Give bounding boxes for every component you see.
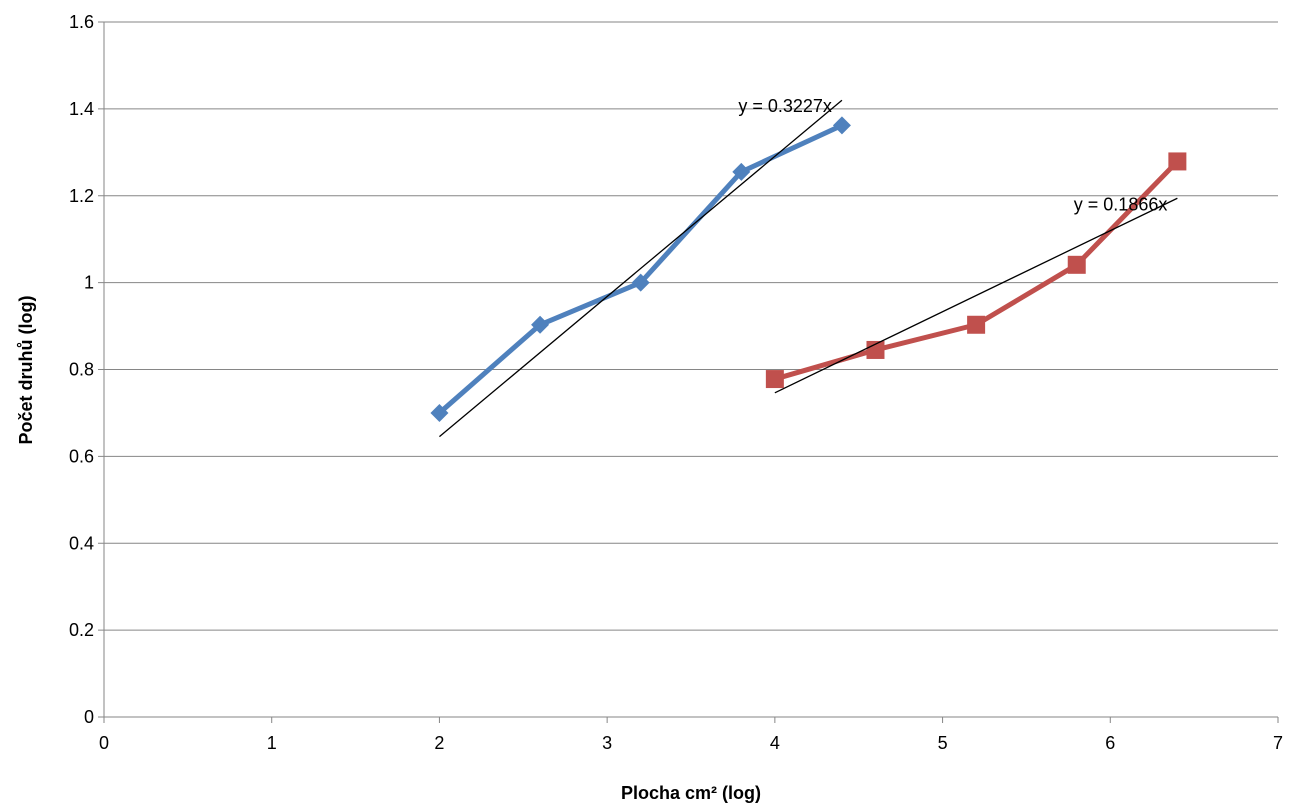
y-tick-label: 1.4 xyxy=(69,99,94,119)
y-axis-title: Počet druhů (log) xyxy=(16,296,36,445)
trendline-equation: y = 0.1866x xyxy=(1074,194,1168,214)
trendline-equation: y = 0.3227x xyxy=(738,96,832,116)
y-tick-label: 0.8 xyxy=(69,360,94,380)
data-point xyxy=(732,162,751,181)
trendline xyxy=(439,99,843,438)
y-tick-label: 0.4 xyxy=(69,533,94,553)
x-tick-label: 3 xyxy=(602,733,612,753)
data-point xyxy=(531,315,550,334)
data-point xyxy=(1168,152,1187,171)
x-tick-label: 6 xyxy=(1105,733,1115,753)
x-tick-label: 5 xyxy=(938,733,948,753)
data-point xyxy=(832,116,851,135)
y-tick-label: 1 xyxy=(84,273,94,293)
x-axis-title: Plocha cm² (log) xyxy=(621,783,761,803)
x-tick-label: 2 xyxy=(434,733,444,753)
y-tick-label: 0.6 xyxy=(69,446,94,466)
axes xyxy=(98,21,1279,723)
y-tick-label: 1.2 xyxy=(69,186,94,206)
y-tick-labels: 0 0.2 0.4 0.6 0.8 1 1.2 1.4 1.6 xyxy=(69,12,94,727)
y-tick-label: 1.6 xyxy=(69,12,94,32)
y-tick-label: 0 xyxy=(84,707,94,727)
y-tick-label: 0.2 xyxy=(69,620,94,640)
trendline xyxy=(774,197,1178,394)
data-point xyxy=(866,340,885,359)
data-point xyxy=(430,403,449,422)
gridlines xyxy=(104,21,1278,631)
data-point xyxy=(967,315,986,334)
series-2 xyxy=(765,152,1187,389)
x-tick-label: 7 xyxy=(1273,733,1283,753)
data-point xyxy=(1067,255,1086,274)
x-tick-label: 1 xyxy=(267,733,277,753)
trendline-layer: y = 0.3227x y = 0.1866x xyxy=(439,96,1178,438)
data-point xyxy=(631,273,650,292)
x-tick-label: 4 xyxy=(770,733,780,753)
x-tick-label: 0 xyxy=(99,733,109,753)
data-point xyxy=(765,370,784,389)
x-tick-labels: 0 1 2 3 4 5 6 7 xyxy=(99,733,1283,753)
